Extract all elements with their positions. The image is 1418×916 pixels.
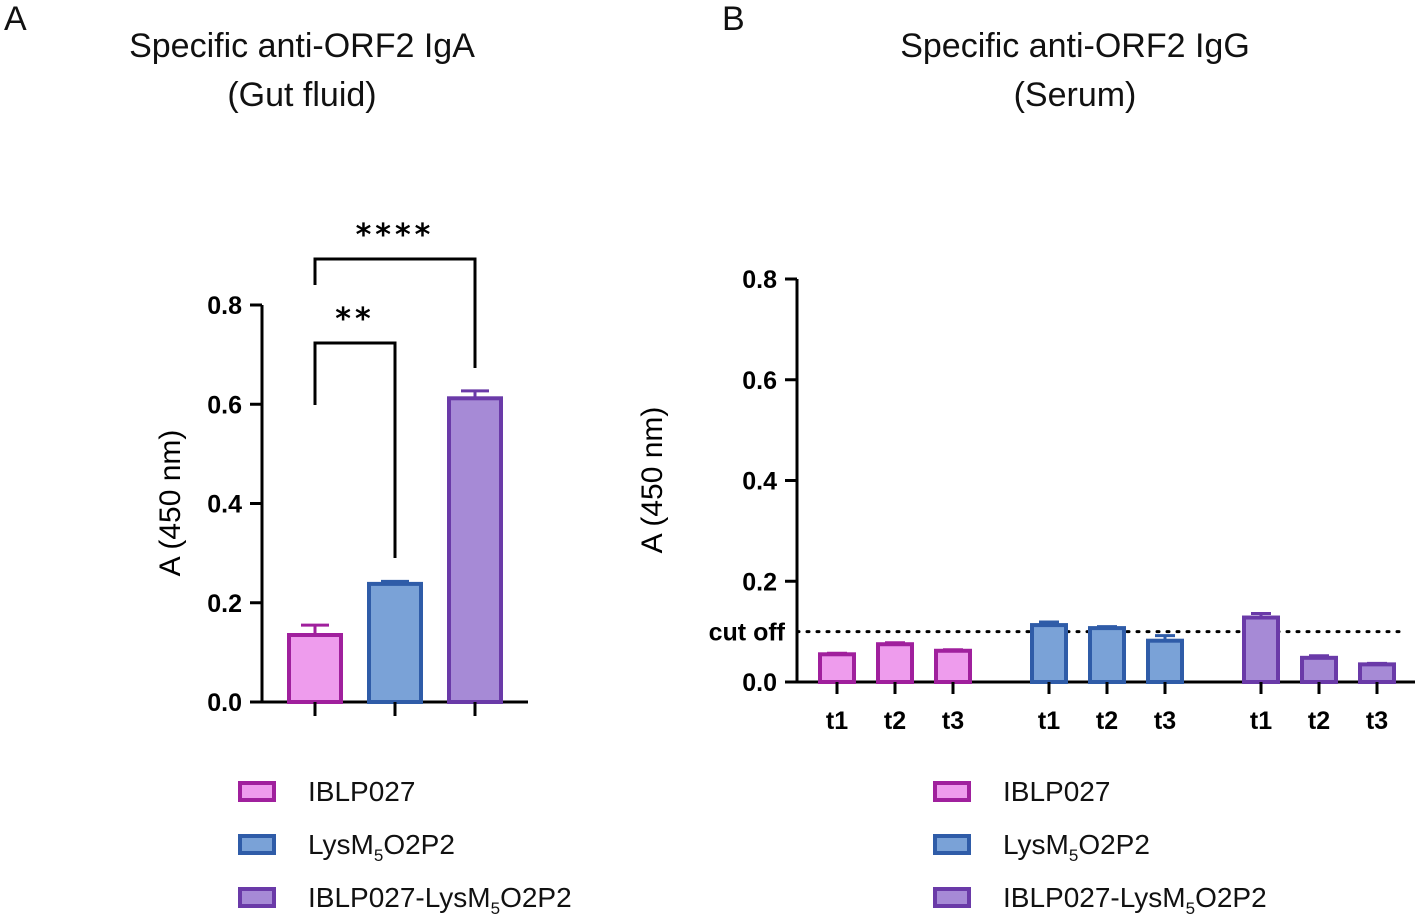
legend-label-subscript: 5: [1186, 899, 1195, 916]
panel-a-y-tick-label: 0.4: [207, 491, 242, 519]
panel-b-bar: [1300, 655, 1338, 685]
panel-b-bar: [818, 652, 856, 685]
panel-b-legend-label: IBLP027: [1003, 776, 1110, 807]
panel-a-legend-label: IBLP027-LysM5O2P2: [308, 882, 572, 916]
legend-label-text: O2P2: [1195, 882, 1267, 913]
panel-b-y-axis-label: A (450 nm): [636, 407, 669, 554]
panel-b-x-tick-label: t1: [1038, 707, 1060, 735]
panel-a-subtitle: (Gut fluid): [227, 76, 376, 114]
panel-b-title: Specific anti-ORF2 IgG: [900, 27, 1250, 65]
panel-a-y-tick-label: 0.0: [207, 689, 242, 717]
panel-a-significance-bracket: [313, 257, 477, 368]
panel-a-legend-label: IBLP027: [308, 776, 415, 807]
panel-b-y-tick-label: 0.4: [742, 468, 777, 496]
panel-a-title: Specific anti-ORF2 IgA: [129, 27, 475, 65]
legend-label-text: O2P2: [383, 829, 455, 860]
panel-b-x-tick-label: t2: [1096, 707, 1118, 735]
panel-a-significance-label: ****: [356, 218, 435, 253]
panel-b-legend-swatch: [933, 781, 971, 802]
legend-label-text: IBLP027-LysM: [1003, 882, 1186, 913]
panel-a: A Specific anti-ORF2 IgA (Gut fluid) 0.0 0.2…: [4, 0, 528, 717]
panel-b-bar: [1088, 626, 1126, 685]
legend-label-text: IBLP027: [1003, 776, 1110, 807]
panel-b-x-tick-label: t3: [1366, 707, 1388, 735]
panel-b-legend-swatch: [933, 834, 971, 855]
panel-a-bar: [447, 396, 503, 704]
panel-a-y-axis-label: A (450 nm): [154, 430, 187, 577]
panel-a-bar: [367, 581, 423, 705]
legend-label-text: LysM: [308, 829, 374, 860]
panel-a-legend-label: LysM5O2P2: [308, 829, 455, 865]
panel-a-significance-bracket: [313, 341, 397, 558]
panel-b-bar: [934, 648, 972, 685]
panel-b-y-tick-label: 0.8: [742, 266, 777, 294]
panel-a-y-tick-label: 0.8: [207, 292, 242, 320]
panel-a-significance-label: **: [335, 302, 374, 337]
panel-b-bar: [876, 642, 914, 684]
panel-b-legend-swatch: [933, 887, 971, 908]
panel-a-letter: A: [4, 0, 27, 38]
panel-b-bar: [1146, 638, 1184, 685]
panel-b-x-tick-label: t3: [942, 707, 964, 735]
panel-b-x-tick-label: t1: [826, 707, 848, 735]
panel-b-letter: B: [722, 0, 745, 38]
legend-label-text: O2P2: [500, 882, 572, 913]
panel-b-bar: [1358, 662, 1396, 685]
panel-b-x-tick-label: t3: [1154, 707, 1176, 735]
legend-label-subscript: 5: [374, 846, 383, 865]
legend-label-subscript: 5: [491, 899, 500, 916]
panel-a-y-tick-label: 0.2: [207, 590, 242, 618]
panel-b-subtitle: (Serum): [1014, 76, 1137, 114]
legend-label-text: IBLP027: [308, 776, 415, 807]
panel-b-x-tick-label: t2: [884, 707, 906, 735]
legend-label-text: O2P2: [1078, 829, 1150, 860]
panel-b-legend-label: IBLP027-LysM5O2P2: [1003, 882, 1267, 916]
panel-b-legend-label: LysM5O2P2: [1003, 829, 1150, 865]
panel-b-x-tick-label: t2: [1308, 707, 1330, 735]
panel-b-x-tick-label: t1: [1250, 707, 1272, 735]
panel-b-y-tick-label: 0.2: [742, 568, 777, 596]
panel-a-legend-swatch: [238, 887, 276, 908]
panel-a-y-tick-label: 0.6: [207, 391, 242, 419]
panel-b-y-tick-label: 0.6: [742, 367, 777, 395]
panel-b-cutoff-label: cut off: [709, 619, 786, 647]
panel-b-bar: [1242, 615, 1280, 685]
legend-label-text: IBLP027-LysM: [308, 882, 491, 913]
panel-b: B Specific anti-ORF2 IgG (Serum) 0.0 0.2 0.4 0…: [636, 0, 1415, 735]
legend-label-subscript: 5: [1069, 846, 1078, 865]
panel-b-y-tick-label: 0.0: [742, 669, 777, 697]
panel-b-bar: [1030, 623, 1068, 684]
panel-a-bar: [287, 633, 343, 704]
panel-a-legend-swatch: [238, 781, 276, 802]
legend-label-text: LysM: [1003, 829, 1069, 860]
panel-a-legend-swatch: [238, 834, 276, 855]
